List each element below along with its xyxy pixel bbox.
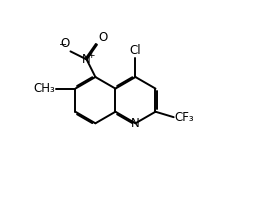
Text: CH₃: CH₃ [34,82,55,95]
Text: N: N [82,53,91,66]
Text: Cl: Cl [130,44,141,57]
Text: +: + [87,51,94,60]
Text: N: N [131,117,140,130]
Text: −: − [59,40,67,50]
Text: O: O [98,31,107,44]
Text: CF₃: CF₃ [174,111,194,124]
Text: O: O [60,37,70,50]
